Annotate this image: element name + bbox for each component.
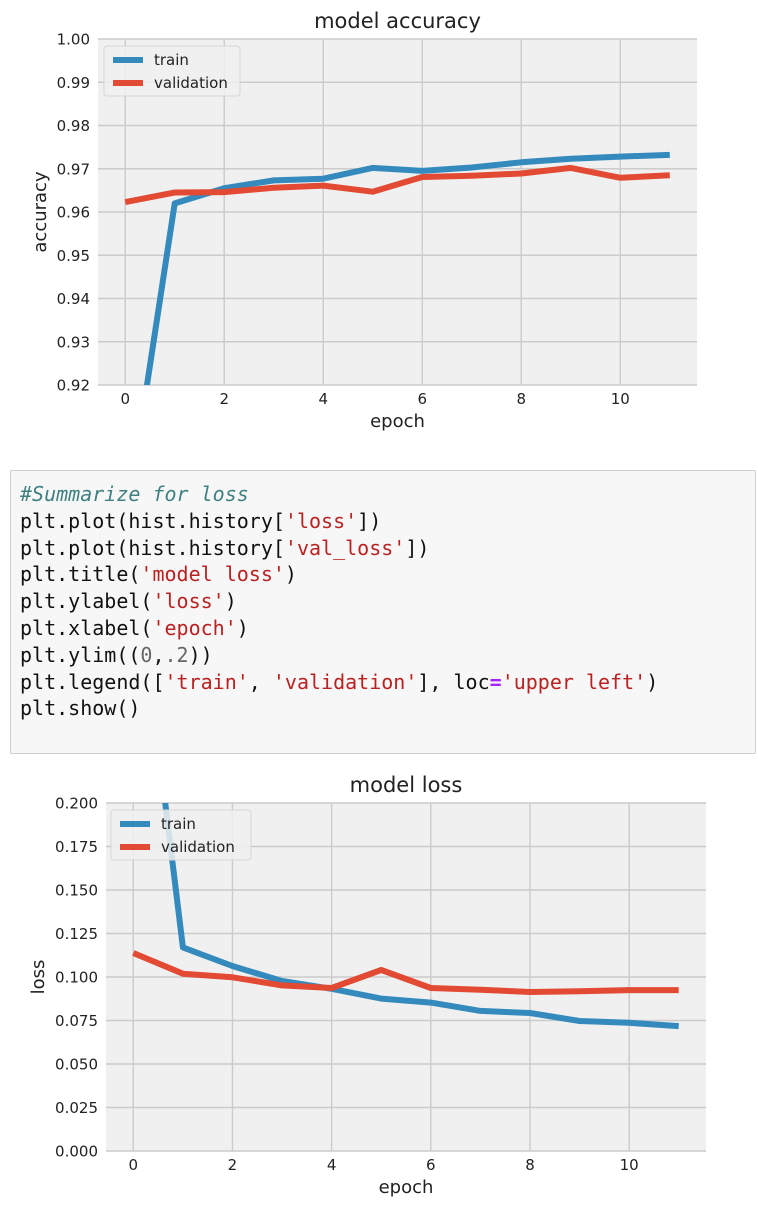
y-tick-label: 0.050	[55, 1056, 98, 1074]
series-lines	[124, 151, 670, 385]
x-tick-label: 6	[417, 390, 427, 408]
code-token: plt.ylim((	[20, 642, 141, 667]
code-token: 'epoch'	[152, 615, 237, 640]
code-token: .2	[164, 642, 189, 667]
x-tick-label: 0	[120, 390, 130, 408]
legend-label-validation: validation	[161, 838, 235, 856]
code-token: ,	[248, 669, 273, 694]
x-tick-label: 6	[426, 1156, 436, 1174]
code-token: plt.plot(hist.history[	[20, 535, 285, 560]
y-tick-label: 0.93	[57, 333, 90, 351]
x-tick-label: 8	[525, 1156, 535, 1174]
code-line: plt.plot(hist.history['val_loss'])	[20, 535, 746, 562]
code-token: )	[236, 615, 249, 640]
code-token: 'model loss'	[140, 562, 285, 587]
code-line: plt.ylim((0,.2))	[20, 642, 746, 669]
y-axis-label: accuracy	[30, 171, 51, 253]
code-token: 'validation'	[272, 669, 418, 694]
code-token: 0	[140, 642, 153, 667]
x-tick-label: 2	[219, 390, 229, 408]
y-tick-label: 0.94	[57, 290, 90, 308]
series-lines	[132, 803, 679, 1030]
code-token: ))	[188, 642, 213, 667]
y-tick-label: 0.150	[55, 882, 98, 900]
code-token: plt.show()	[20, 696, 141, 721]
loss-chart: 0.000 0.025 0.050 0.075 0.100 0.125 0.150 0.175…	[28, 773, 706, 1198]
y-tick-label: 0.200	[55, 795, 98, 813]
code-token: )	[224, 589, 237, 614]
code-token: plt.xlabel(	[20, 615, 153, 640]
code-token: plt.ylabel(	[20, 589, 153, 614]
code-line: plt.title('model loss')	[20, 561, 746, 588]
y-tick-label: 0.96	[57, 204, 90, 222]
code-line: #Summarize for loss	[20, 481, 746, 508]
code-token: 'train'	[164, 669, 249, 694]
y-tick-label: 0.97	[57, 160, 90, 178]
code-line: plt.legend(['train', 'validation'], loc=…	[20, 669, 746, 696]
x-tick-label: 4	[327, 1156, 337, 1174]
y-tick-label: 0.98	[57, 117, 90, 135]
code-token: )	[646, 669, 659, 694]
gridlines	[106, 802, 706, 1152]
code-token: plt.title(	[20, 562, 141, 587]
legend-label-train: train	[161, 815, 196, 833]
code-cell[interactable]: #Summarize for loss plt.plot(hist.history…	[10, 470, 756, 754]
code-token: ])	[357, 508, 382, 533]
y-tick-label: 0.125	[55, 925, 98, 943]
code-token: ,	[152, 642, 165, 667]
y-tick-label: 0.95	[57, 247, 90, 265]
y-tick-label: 0.92	[57, 377, 90, 395]
chart-title: model accuracy	[314, 9, 481, 33]
y-tick-label: 0.000	[55, 1143, 98, 1161]
legend: train validation	[103, 45, 241, 97]
code-line: plt.ylabel('loss')	[20, 588, 746, 615]
x-tick-label: 2	[228, 1156, 238, 1174]
code-block: #Summarize for loss plt.plot(hist.history…	[11, 471, 755, 732]
code-line: plt.show()	[20, 695, 746, 722]
y-tick-label: 0.075	[55, 1012, 98, 1030]
code-token: 'upper left'	[501, 669, 647, 694]
legend-label-validation: validation	[154, 74, 228, 92]
series-line-train	[162, 803, 679, 1030]
code-token: 'loss'	[152, 589, 225, 614]
code-token: =	[489, 669, 502, 694]
x-axis-label: epoch	[370, 411, 425, 432]
y-axis-label: loss	[28, 960, 49, 995]
code-token: 'val_loss'	[284, 535, 406, 560]
x-tick-label: 10	[620, 1156, 639, 1174]
code-token: ])	[405, 535, 430, 560]
x-tick-label: 8	[516, 390, 526, 408]
y-tick-label: 0.175	[55, 838, 98, 856]
code-token: #Summarize for loss	[20, 482, 249, 506]
series-line-validation	[132, 950, 679, 995]
x-tick-label: 10	[611, 390, 630, 408]
code-line: plt.plot(hist.history['loss'])	[20, 508, 746, 535]
y-tick-label: 0.025	[55, 1099, 98, 1117]
y-tick-label: 0.100	[55, 969, 98, 987]
code-token: )	[284, 562, 297, 587]
code-token: ], loc	[417, 669, 490, 694]
series-line-validation	[124, 164, 670, 206]
code-token: plt.plot(hist.history[	[20, 508, 285, 533]
code-token: 'loss'	[284, 508, 358, 533]
accuracy-chart: 0.92 0.93 0.94 0.95 0.96 0.97 0.98 0.99 1.00 0 2 4 6…	[30, 9, 697, 432]
legend-label-train: train	[154, 51, 189, 69]
x-axis-label: epoch	[379, 1177, 434, 1198]
chart-title: model loss	[350, 773, 463, 797]
legend: train validation	[110, 809, 252, 861]
code-line: plt.xlabel('epoch')	[20, 615, 746, 642]
x-tick-label: 4	[318, 390, 328, 408]
x-tick-label: 0	[128, 1156, 138, 1174]
y-tick-label: 0.99	[57, 74, 90, 92]
code-token: plt.legend([	[20, 669, 165, 694]
y-tick-label: 1.00	[57, 31, 90, 49]
